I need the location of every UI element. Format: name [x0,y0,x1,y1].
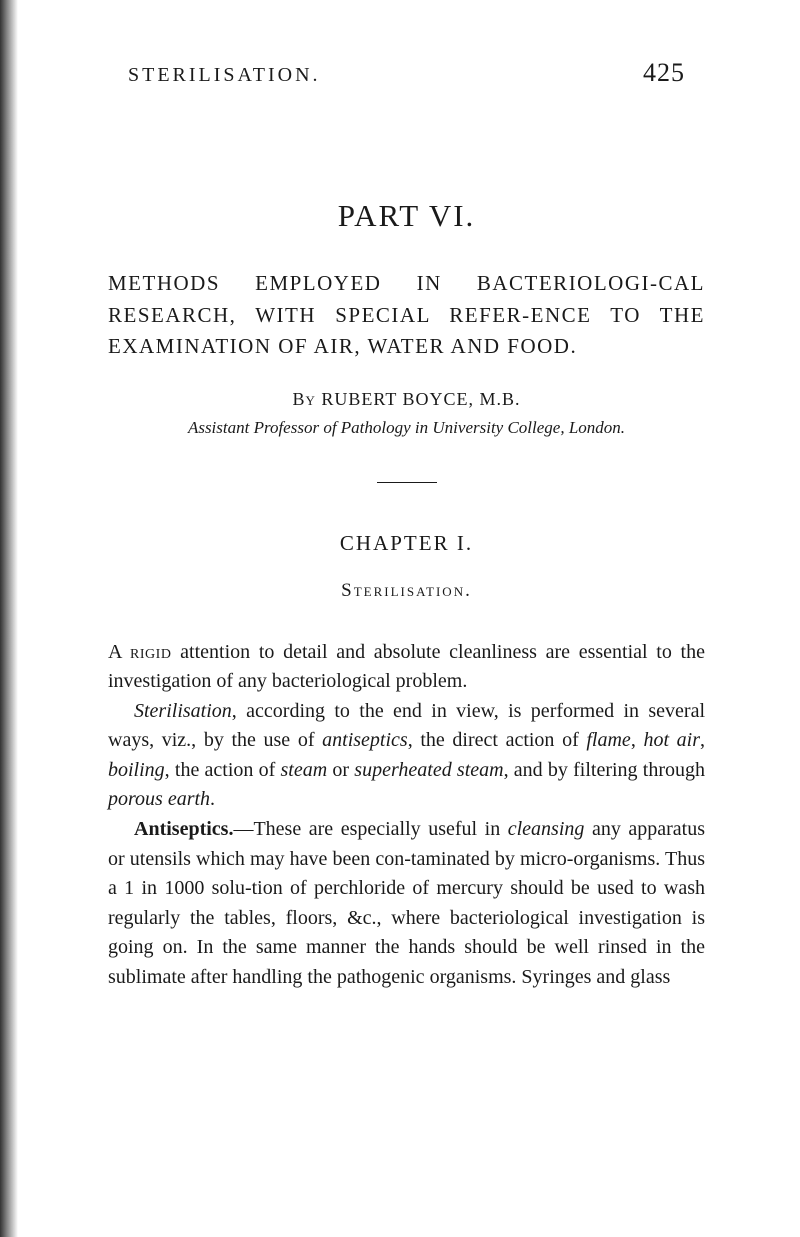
para1-rest: attention to detail and absolute cleanli… [108,641,705,693]
para2-seg2: , the direct action of [408,729,587,751]
para2-ital4: hot air [643,729,700,751]
running-title: STERILISATION. [128,64,321,87]
para2-ital5: boiling [108,759,165,781]
affiliation: Assistant Professor of Pathology in Univ… [108,418,705,438]
divider [377,482,437,483]
para2-ital8: porous earth [108,788,210,810]
chapter-subtitle: Sterilisation. [108,580,705,602]
para2-ital6: steam [281,759,328,781]
para3-seg2: any apparatus or utensils which may have… [108,818,705,988]
para2-seg8: . [210,788,215,810]
page-number: 425 [643,58,685,88]
para2-seg6: or [327,759,354,781]
paragraph-1: A rigid attention to detail and absolute… [108,638,705,697]
spine-shadow [0,0,18,1237]
byline-prefix: By [292,389,315,409]
para3-bold: Antiseptics. [134,818,233,840]
paragraph-3: Antiseptics.—These are especially useful… [108,815,705,993]
para2-seg4: , [700,729,705,751]
chapter-title: CHAPTER I. [108,531,705,556]
section-title: METHODS EMPLOYED IN BACTERIOLOGI-CAL RES… [108,268,705,363]
para2-ital1: Sterilisation [134,700,232,722]
para2-ital7: superheated steam [354,759,503,781]
para3-ital1: cleansing [508,818,585,840]
para2-ital2: antiseptics [322,729,408,751]
para2-ital3: flame [586,729,630,751]
para2-seg7: , and by filtering through [504,759,705,781]
part-title: PART VI. [108,198,705,234]
paragraph-2: Sterilisation, according to the end in v… [108,697,705,815]
running-head: STERILISATION. 425 [108,58,705,88]
byline: By RUBERT BOYCE, M.B. [108,389,705,410]
para1-lead: A [108,641,130,663]
para1-smallcaps: rigid [130,641,171,663]
body-text: A rigid attention to detail and absolute… [108,638,705,993]
byline-name: RUBERT BOYCE, M.B. [321,389,520,409]
para3-seg1: —These are especially useful in [233,818,507,840]
para2-seg5: , the action of [165,759,281,781]
para2-seg3: , [631,729,644,751]
